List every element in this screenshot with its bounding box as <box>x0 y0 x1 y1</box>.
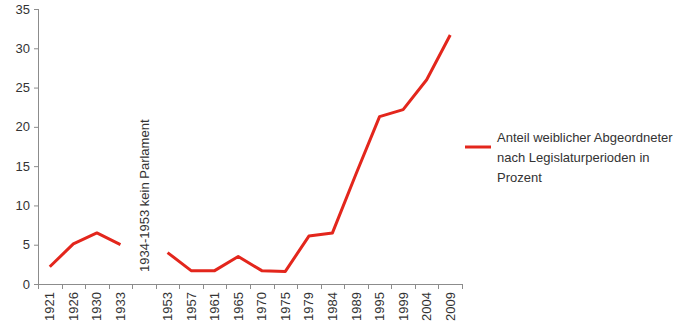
x-tick <box>179 284 180 289</box>
y-tick-label: 10 <box>16 198 30 213</box>
x-tick <box>415 284 416 289</box>
legend: Anteil weiblicher Abgeordneter nach Legi… <box>465 128 687 208</box>
x-tick-label: 1957 <box>184 292 199 321</box>
y-tick-label: 25 <box>16 80 30 95</box>
x-tick <box>226 284 227 289</box>
x-tick-label: 1979 <box>301 292 316 321</box>
x-tick <box>62 284 63 289</box>
x-tick-label: 1930 <box>89 292 104 321</box>
legend-label: Anteil weiblicher Abgeordneter nach Legi… <box>497 128 687 188</box>
y-tick-label: 5 <box>23 237 30 252</box>
x-tick <box>368 284 369 289</box>
x-tick <box>203 284 204 289</box>
x-tick-label: 1933 <box>113 292 128 321</box>
x-tick-label: 1995 <box>372 292 387 321</box>
series-line <box>50 35 450 272</box>
x-tick <box>274 284 275 289</box>
x-tick-label: 1961 <box>207 292 222 321</box>
x-tick-label: 2009 <box>443 292 458 321</box>
x-tick-label: 1999 <box>396 292 411 321</box>
legend-swatch <box>465 128 495 168</box>
y-axis <box>38 9 39 284</box>
x-tick <box>132 284 133 289</box>
y-tick <box>34 284 38 285</box>
x-tick-label: 1921 <box>42 292 57 321</box>
y-tick <box>34 48 38 49</box>
x-tick <box>391 284 392 289</box>
annotation: 1934-1953 kein Parlament <box>137 119 152 272</box>
y-tick-label: 20 <box>16 119 30 134</box>
x-tick-label: 1970 <box>254 292 269 321</box>
x-tick <box>297 284 298 289</box>
y-tick <box>34 127 38 128</box>
y-tick <box>34 166 38 167</box>
x-tick <box>462 284 463 289</box>
y-tick-label: 0 <box>23 277 30 292</box>
x-tick <box>85 284 86 289</box>
y-tick-label: 30 <box>16 41 30 56</box>
chart: 0 5 10 15 20 25 30 35 1921 1926 1930 1933 1953 1957 19… <box>0 0 690 335</box>
x-tick <box>38 284 39 289</box>
x-tick <box>250 284 251 289</box>
x-tick-label: 1984 <box>325 292 340 321</box>
x-tick-label: 1965 <box>231 292 246 321</box>
x-tick <box>156 284 157 289</box>
y-tick-label: 35 <box>16 2 30 17</box>
legend-swatch-line <box>465 146 491 149</box>
x-tick-label: 1926 <box>66 292 81 321</box>
y-tick <box>34 205 38 206</box>
x-tick <box>438 284 439 289</box>
y-tick <box>34 245 38 246</box>
x-tick-label: 1989 <box>349 292 364 321</box>
y-tick <box>34 9 38 10</box>
x-tick <box>321 284 322 289</box>
x-tick-label: 1953 <box>160 292 175 321</box>
x-tick-label: 1975 <box>278 292 293 321</box>
y-tick <box>34 88 38 89</box>
y-tick-label: 15 <box>16 159 30 174</box>
plot-area <box>50 35 450 272</box>
x-tick <box>344 284 345 289</box>
x-tick-label: 2004 <box>419 292 434 321</box>
x-tick <box>109 284 110 289</box>
